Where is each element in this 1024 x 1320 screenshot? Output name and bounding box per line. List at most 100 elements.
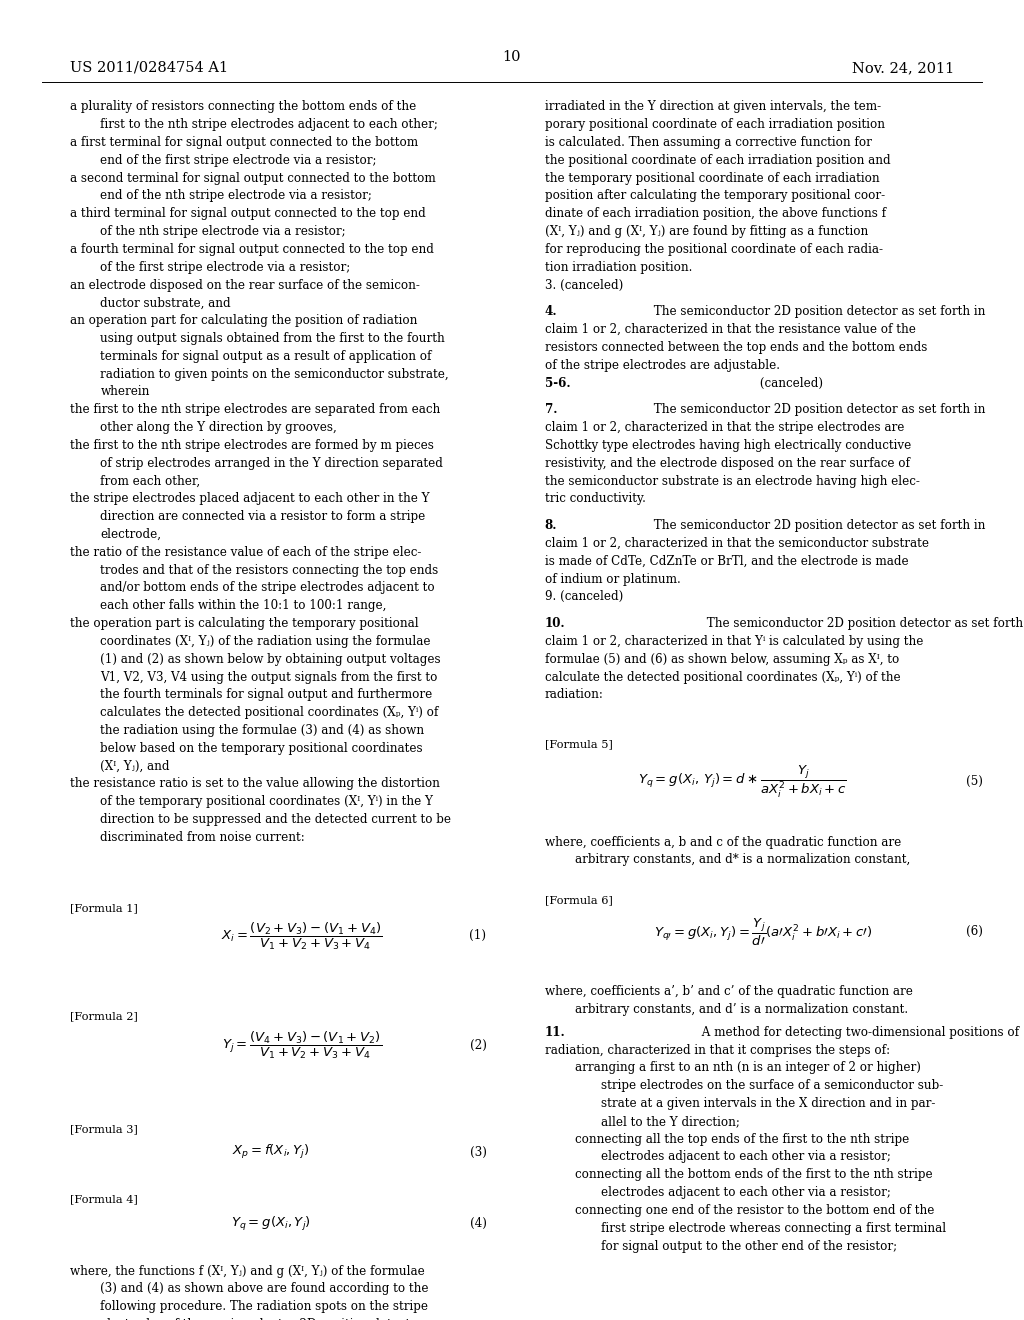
Text: arbitrary constants, and d’ is a normalization constant.: arbitrary constants, and d’ is a normali…: [575, 1003, 908, 1015]
Text: is calculated. Then assuming a corrective function for: is calculated. Then assuming a correctiv…: [545, 136, 871, 149]
Text: a third terminal for signal output connected to the top end: a third terminal for signal output conne…: [70, 207, 425, 220]
Text: other along the Y direction by grooves,: other along the Y direction by grooves,: [100, 421, 337, 434]
Text: The semiconductor 2D position detector as set forth in: The semiconductor 2D position detector a…: [650, 305, 986, 318]
Text: each other falls within the 10:1 to 100:1 range,: each other falls within the 10:1 to 100:…: [100, 599, 387, 612]
Text: (5): (5): [967, 775, 983, 788]
Text: ductor substrate, and: ductor substrate, and: [100, 296, 231, 309]
Text: claim 1 or 2, characterized in that the stripe electrodes are: claim 1 or 2, characterized in that the …: [545, 421, 904, 434]
Text: where, coefficients a’, b’ and c’ of the quadratic function are: where, coefficients a’, b’ and c’ of the…: [545, 985, 912, 998]
Text: 8.: 8.: [545, 519, 557, 532]
Text: first to the nth stripe electrodes adjacent to each other;: first to the nth stripe electrodes adjac…: [100, 117, 438, 131]
Text: claim 1 or 2, characterized in that Yⁱ is calculated by using the: claim 1 or 2, characterized in that Yⁱ i…: [545, 635, 924, 648]
Text: of the stripe electrodes are adjustable.: of the stripe electrodes are adjustable.: [545, 359, 779, 372]
Text: first stripe electrode whereas connecting a first terminal: first stripe electrode whereas connectin…: [601, 1222, 946, 1234]
Text: the stripe electrodes placed adjacent to each other in the Y: the stripe electrodes placed adjacent to…: [70, 492, 429, 506]
Text: of the first stripe electrode via a resistor;: of the first stripe electrode via a resi…: [100, 260, 350, 273]
Text: $X_p = f(X_i, Y_j)$: $X_p = f(X_i, Y_j)$: [232, 1143, 310, 1162]
Text: strate at a given intervals in the X direction and in par-: strate at a given intervals in the X dir…: [601, 1097, 936, 1110]
Text: end of the first stripe electrode via a resistor;: end of the first stripe electrode via a …: [100, 153, 377, 166]
Text: tion irradiation position.: tion irradiation position.: [545, 260, 692, 273]
Text: from each other,: from each other,: [100, 474, 201, 487]
Text: (Xᴵ, Yⱼ), and: (Xᴵ, Yⱼ), and: [100, 759, 170, 772]
Text: formulae (5) and (6) as shown below, assuming Xₚ as Xᴵ, to: formulae (5) and (6) as shown below, ass…: [545, 652, 899, 665]
Text: (6): (6): [967, 925, 983, 939]
Text: [Formula 4]: [Formula 4]: [70, 1195, 137, 1205]
Text: using output signals obtained from the first to the fourth: using output signals obtained from the f…: [100, 331, 445, 345]
Text: of strip electrodes arranged in the Y direction separated: of strip electrodes arranged in the Y di…: [100, 457, 443, 470]
Text: arranging a first to an nth (n is an integer of 2 or higher): arranging a first to an nth (n is an int…: [575, 1061, 922, 1074]
Text: wherein: wherein: [100, 385, 150, 399]
Text: an operation part for calculating the position of radiation: an operation part for calculating the po…: [70, 314, 417, 327]
Text: end of the nth stripe electrode via a resistor;: end of the nth stripe electrode via a re…: [100, 189, 373, 202]
Text: [Formula 2]: [Formula 2]: [70, 1011, 137, 1022]
Text: a first terminal for signal output connected to the bottom: a first terminal for signal output conne…: [70, 136, 418, 149]
Text: connecting all the bottom ends of the first to the nth stripe: connecting all the bottom ends of the fi…: [575, 1168, 933, 1181]
Text: the radiation using the formulae (3) and (4) as shown: the radiation using the formulae (3) and…: [100, 723, 425, 737]
Text: (2): (2): [470, 1039, 486, 1052]
Text: a fourth terminal for signal output connected to the top end: a fourth terminal for signal output conn…: [70, 243, 433, 256]
Text: porary positional coordinate of each irradiation position: porary positional coordinate of each irr…: [545, 117, 885, 131]
Text: discriminated from noise current:: discriminated from noise current:: [100, 830, 305, 843]
Text: calculate the detected positional coordinates (Xₚ, Yⁱ) of the: calculate the detected positional coordi…: [545, 671, 900, 684]
Text: where, coefficients a, b and c of the quadratic function are: where, coefficients a, b and c of the qu…: [545, 836, 901, 849]
Text: irradiated in the Y direction at given intervals, the tem-: irradiated in the Y direction at given i…: [545, 100, 881, 114]
Text: arbitrary constants, and d* is a normalization constant,: arbitrary constants, and d* is a normali…: [575, 854, 910, 866]
Text: [Formula 1]: [Formula 1]: [70, 903, 137, 913]
Text: the temporary positional coordinate of each irradiation: the temporary positional coordinate of e…: [545, 172, 880, 185]
Text: The semiconductor 2D position detector as set forth in: The semiconductor 2D position detector a…: [650, 519, 986, 532]
Text: resistivity, and the electrode disposed on the rear surface of: resistivity, and the electrode disposed …: [545, 457, 909, 470]
Text: terminals for signal output as a result of application of: terminals for signal output as a result …: [100, 350, 432, 363]
Text: position after calculating the temporary positional coor-: position after calculating the temporary…: [545, 189, 885, 202]
Text: [Formula 3]: [Formula 3]: [70, 1125, 137, 1135]
Text: electrodes adjacent to each other via a resistor;: electrodes adjacent to each other via a …: [601, 1187, 891, 1199]
Text: the ratio of the resistance value of each of the stripe elec-: the ratio of the resistance value of eac…: [70, 545, 421, 558]
Text: 3. (canceled): 3. (canceled): [545, 279, 623, 292]
Text: radiation to given points on the semiconductor substrate,: radiation to given points on the semicon…: [100, 367, 449, 380]
Text: $Y_q = g(X_i, Y_j)$: $Y_q = g(X_i, Y_j)$: [231, 1214, 311, 1233]
Text: 9. (canceled): 9. (canceled): [545, 590, 623, 603]
Text: connecting one end of the resistor to the bottom end of the: connecting one end of the resistor to th…: [575, 1204, 935, 1217]
Text: 10.: 10.: [545, 616, 565, 630]
Text: an electrode disposed on the rear surface of the semicon-: an electrode disposed on the rear surfac…: [70, 279, 420, 292]
Text: radiation:: radiation:: [545, 688, 603, 701]
Text: the positional coordinate of each irradiation position and: the positional coordinate of each irradi…: [545, 153, 891, 166]
Text: (1) and (2) as shown below by obtaining output voltages: (1) and (2) as shown below by obtaining …: [100, 652, 441, 665]
Text: resistors connected between the top ends and the bottom ends: resistors connected between the top ends…: [545, 341, 927, 354]
Text: (3) and (4) as shown above are found according to the: (3) and (4) as shown above are found acc…: [100, 1283, 429, 1295]
Text: tric conductivity.: tric conductivity.: [545, 492, 646, 506]
Text: V1, V2, V3, V4 using the output signals from the first to: V1, V2, V3, V4 using the output signals …: [100, 671, 437, 684]
Text: the first to the nth stripe electrodes are formed by m pieces: the first to the nth stripe electrodes a…: [70, 438, 433, 451]
Text: $X_i = \dfrac{(V_2+V_3)-(V_1+V_4)}{V_1+V_2+V_3+V_4}$: $X_i = \dfrac{(V_2+V_3)-(V_1+V_4)}{V_1+V…: [221, 920, 383, 952]
Text: where, the functions f (Xᴵ, Yⱼ) and g (Xᴵ, Yⱼ) of the formulae: where, the functions f (Xᴵ, Yⱼ) and g (X…: [70, 1265, 424, 1278]
Text: $Y_q = g(X_i,\, Y_j) = d \ast \dfrac{Y_j}{aX_i^2 + bX_i + c}$: $Y_q = g(X_i,\, Y_j) = d \ast \dfrac{Y_j…: [638, 763, 847, 800]
Text: Nov. 24, 2011: Nov. 24, 2011: [852, 61, 954, 75]
Text: the resistance ratio is set to the value allowing the distortion: the resistance ratio is set to the value…: [70, 777, 439, 791]
Text: trodes and that of the resistors connecting the top ends: trodes and that of the resistors connect…: [100, 564, 438, 577]
Text: of the temporary positional coordinates (Xᴵ, Yⁱ) in the Y: of the temporary positional coordinates …: [100, 795, 433, 808]
Text: the first to the nth stripe electrodes are separated from each: the first to the nth stripe electrodes a…: [70, 403, 440, 416]
Text: coordinates (Xᴵ, Yⱼ) of the radiation using the formulae: coordinates (Xᴵ, Yⱼ) of the radiation us…: [100, 635, 431, 648]
Text: 4.: 4.: [545, 305, 557, 318]
Text: electrodes of the semiconductor 2D position detector are: electrodes of the semiconductor 2D posit…: [100, 1317, 447, 1320]
Text: A method for detecting two-dimensional positions of: A method for detecting two-dimensional p…: [698, 1026, 1019, 1039]
Text: The semiconductor 2D position detector as set forth in: The semiconductor 2D position detector a…: [703, 616, 1024, 630]
Text: direction to be suppressed and the detected current to be: direction to be suppressed and the detec…: [100, 813, 452, 826]
Text: (4): (4): [470, 1217, 486, 1230]
Text: $Y_j = \dfrac{(V_4+V_3)-(V_1+V_2)}{V_1+V_2+V_3+V_4}$: $Y_j = \dfrac{(V_4+V_3)-(V_1+V_2)}{V_1+V…: [222, 1030, 382, 1061]
Text: claim 1 or 2, characterized in that the semiconductor substrate: claim 1 or 2, characterized in that the …: [545, 537, 929, 550]
Text: below based on the temporary positional coordinates: below based on the temporary positional …: [100, 742, 423, 755]
Text: 10: 10: [503, 50, 521, 65]
Text: allel to the Y direction;: allel to the Y direction;: [601, 1115, 740, 1127]
Text: $Y_{q\prime} = g(X_i, Y_j) = \dfrac{Y_j}{d\prime}(a\prime X_i^2 + b\prime X_i + : $Y_{q\prime} = g(X_i, Y_j) = \dfrac{Y_j}…: [653, 916, 872, 948]
Text: US 2011/0284754 A1: US 2011/0284754 A1: [70, 61, 227, 75]
Text: (canceled): (canceled): [756, 376, 823, 389]
Text: electrode,: electrode,: [100, 528, 162, 541]
Text: is made of CdTe, CdZnTe or BrTl, and the electrode is made: is made of CdTe, CdZnTe or BrTl, and the…: [545, 554, 908, 568]
Text: (Xᴵ, Yⱼ) and g (Xᴵ, Yⱼ) are found by fitting as a function: (Xᴵ, Yⱼ) and g (Xᴵ, Yⱼ) are found by fit…: [545, 224, 868, 238]
Text: the fourth terminals for signal output and furthermore: the fourth terminals for signal output a…: [100, 688, 432, 701]
Text: for reproducing the positional coordinate of each radia-: for reproducing the positional coordinat…: [545, 243, 883, 256]
Text: the operation part is calculating the temporary positional: the operation part is calculating the te…: [70, 616, 418, 630]
Text: stripe electrodes on the surface of a semiconductor sub-: stripe electrodes on the surface of a se…: [601, 1080, 943, 1092]
Text: radiation, characterized in that it comprises the steps of:: radiation, characterized in that it comp…: [545, 1044, 890, 1056]
Text: connecting all the top ends of the first to the nth stripe: connecting all the top ends of the first…: [575, 1133, 909, 1146]
